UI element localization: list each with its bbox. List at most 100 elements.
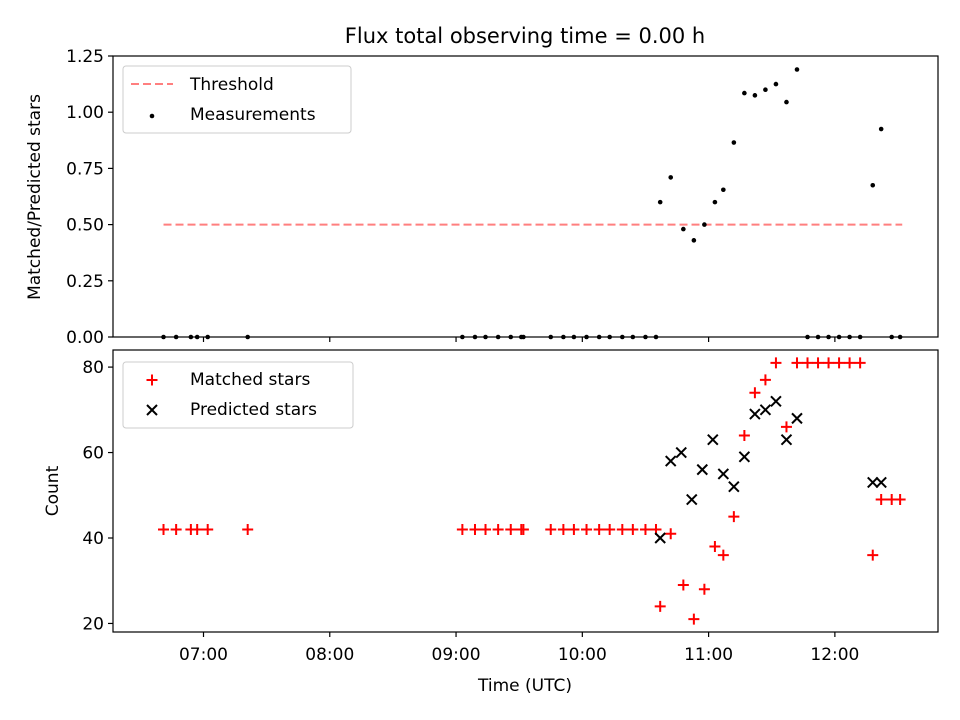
bottom-axes-frame — [112, 349, 939, 633]
matched-star-point — [677, 579, 689, 591]
predicted-star-point — [654, 532, 666, 544]
top-x-tick-marks — [202, 337, 836, 342]
matched-star-point — [456, 523, 468, 535]
matched-star-point — [844, 357, 856, 369]
matched-star-point — [802, 357, 814, 369]
measurement-point — [657, 199, 663, 205]
matched-star-point — [749, 387, 761, 399]
legend-matched-marker — [146, 374, 158, 386]
predicted-star-point — [686, 493, 698, 506]
predicted-star-point — [759, 404, 772, 416]
bottom-y-tick-label: 40 — [82, 529, 104, 549]
matched-star-point — [770, 357, 782, 369]
matched-star-point — [517, 523, 529, 535]
bottom-y-axis-label: Count — [43, 465, 63, 516]
matched-star-point — [593, 523, 605, 535]
legend-predicted-marker — [146, 404, 158, 416]
matched-star-point — [639, 523, 651, 535]
legend-threshold-label: Threshold — [189, 75, 274, 95]
measurement-point — [870, 182, 876, 188]
matched-star-point — [202, 523, 214, 535]
matched-star-point — [627, 523, 639, 535]
matched-star-point — [170, 523, 182, 535]
measurement-point — [878, 126, 884, 132]
legend-predicted-label: Predicted stars — [190, 400, 317, 420]
predicted-star-point — [728, 481, 740, 493]
bottom-legend: Matched stars Predicted stars — [122, 361, 354, 429]
matched-star-point — [780, 421, 792, 433]
matched-star-point — [665, 528, 677, 540]
top-y-axis: 0.00 0.25 0.50 0.75 1.00 1.25 — [66, 47, 113, 348]
measurement-point — [773, 81, 779, 87]
top-legend-box — [122, 65, 352, 134]
matched-star-point — [545, 523, 557, 535]
matched-star-point — [728, 511, 740, 523]
bottom-y-tick-label: 20 — [82, 614, 104, 634]
legend-measurements-label: Measurements — [190, 105, 316, 125]
measurement-point — [668, 175, 674, 180]
measurement-point — [681, 226, 686, 232]
bottom-y-tick-label: 80 — [82, 358, 104, 378]
predicted-star-point — [770, 395, 782, 407]
measurement-point — [712, 199, 718, 205]
matched-star-point — [688, 613, 700, 625]
legend-predicted-swatch — [146, 404, 158, 416]
predicted-star-point — [875, 476, 887, 489]
matched-star-point — [833, 357, 845, 369]
matched-star-point — [242, 523, 254, 535]
predicted-star-point — [738, 451, 751, 463]
bottom-legend-box — [122, 361, 354, 429]
measurement-point — [702, 222, 707, 227]
predicted-star-point — [791, 412, 803, 425]
measurement-point — [784, 99, 789, 105]
predicted-star-point — [780, 434, 793, 446]
predicted-star-point — [867, 476, 879, 489]
top-chart-title: Flux total observing time = 0.00 h — [345, 24, 705, 48]
matched-star-point — [616, 523, 628, 535]
bottom-x-tick-label: 09:00 — [432, 645, 481, 665]
matched-star-point — [581, 523, 593, 535]
matched-star-point — [867, 549, 879, 561]
top-y-tick-label: 0.75 — [66, 159, 104, 179]
predicted-star-point — [707, 434, 719, 446]
predicted-star-point — [696, 463, 708, 476]
predicted-star-point — [665, 455, 677, 467]
bottom-chart-plot — [158, 357, 906, 625]
legend-measurements-swatch — [149, 113, 155, 119]
bottom-x-tick-label: 07:00 — [179, 645, 228, 665]
matched-star-point — [469, 523, 481, 535]
matched-star-point — [812, 357, 824, 369]
top-y-axis-label: Matched/Predicted stars — [25, 94, 45, 300]
matched-star-point — [894, 494, 906, 506]
bottom-x-axis-label: Time (UTC) — [477, 676, 572, 696]
matched-star-point — [738, 429, 750, 441]
matched-star-point — [823, 357, 835, 369]
predicted-star-point — [717, 468, 730, 480]
legend-matched-label: Matched stars — [190, 370, 310, 390]
top-y-tick-label: 0.50 — [66, 216, 104, 236]
matched-star-point — [505, 523, 517, 535]
bottom-x-tick-label: 10:00 — [558, 645, 607, 665]
measurement-point — [721, 187, 726, 193]
top-y-tick-label: 0.25 — [66, 272, 104, 292]
matched-star-point — [875, 494, 887, 506]
measurement-point — [794, 67, 800, 72]
predicted-star-point — [749, 408, 761, 420]
bottom-x-axis: 07:00 08:00 09:00 10:00 11:00 12:00 — [179, 632, 859, 665]
matched-star-point — [492, 523, 504, 535]
measurement-point — [731, 140, 737, 145]
matched-star-point — [604, 523, 616, 535]
measurement-point — [763, 87, 768, 93]
measurement-point — [752, 93, 758, 98]
predicted-star-point — [675, 446, 687, 459]
matched-star-point — [568, 523, 580, 535]
top-legend: Threshold Measurements — [122, 65, 352, 134]
matched-star-point — [759, 374, 771, 386]
measurement-point — [742, 90, 747, 96]
matched-star-point — [557, 523, 569, 535]
top-y-tick-label: 0.00 — [66, 328, 104, 348]
bottom-y-axis: 20 40 60 80 — [82, 358, 113, 634]
bottom-x-tick-label: 12:00 — [810, 645, 859, 665]
bottom-y-tick-label: 60 — [82, 444, 104, 464]
